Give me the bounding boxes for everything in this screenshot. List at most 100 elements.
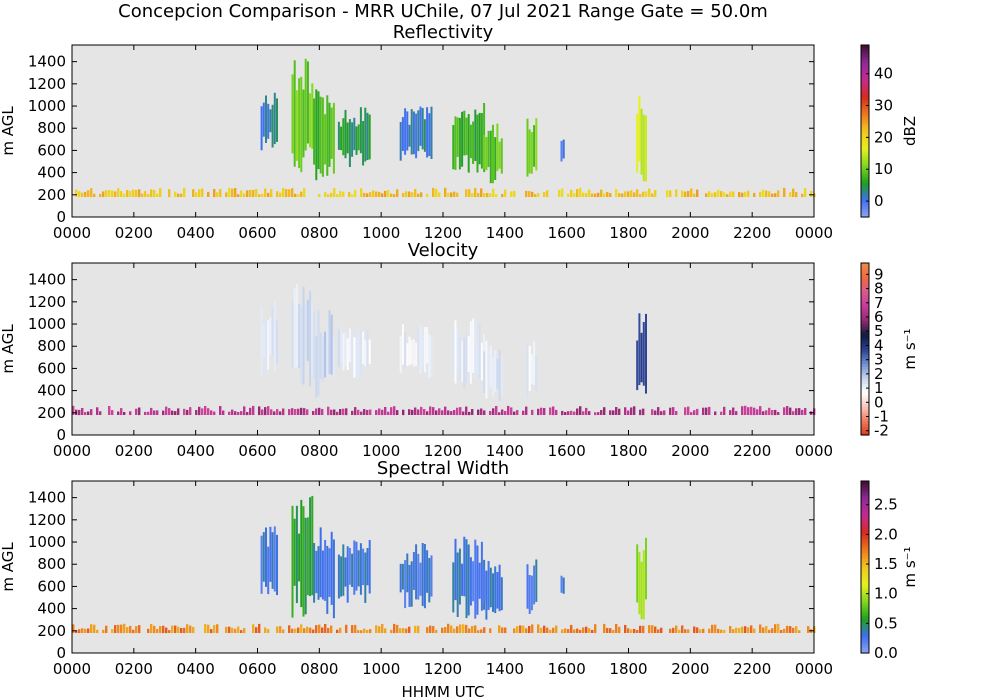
heatmap-cell — [117, 624, 120, 634]
heatmap-cell — [156, 629, 159, 633]
heatmap-cell — [702, 407, 705, 415]
colorbar-segment — [861, 265, 869, 270]
heatmap-cell — [492, 573, 494, 612]
heatmap-cell — [346, 546, 349, 603]
x-tick-label: 2200 — [733, 660, 771, 678]
heatmap-cell — [348, 192, 351, 197]
heatmap-cell — [609, 410, 612, 415]
heatmap-cell — [174, 411, 177, 415]
heatmap-cell — [573, 629, 576, 634]
heatmap-cell — [210, 410, 213, 415]
heatmap-cell — [708, 628, 711, 633]
x-tick-label: 1400 — [486, 224, 524, 242]
heatmap-cell — [216, 192, 219, 197]
colorbar-segment — [861, 73, 869, 78]
heatmap-cell — [530, 132, 533, 174]
colorbar-segment — [861, 323, 869, 327]
colorbar-segment — [861, 501, 869, 505]
heatmap-cell — [675, 189, 678, 197]
colorbar-segment — [861, 274, 869, 278]
heatmap-cell — [300, 191, 303, 197]
heatmap-cell — [258, 406, 261, 416]
x-tick-label: 0800 — [300, 224, 338, 242]
heatmap-cell — [540, 627, 543, 634]
heatmap-cell — [375, 410, 378, 415]
heatmap-cell — [693, 410, 696, 415]
colorbar-segment — [861, 188, 869, 192]
heatmap-cell — [558, 190, 561, 197]
heatmap-cell — [362, 121, 365, 166]
heatmap-cell — [753, 628, 756, 633]
heatmap-cell — [525, 628, 528, 633]
heatmap-cell — [762, 189, 765, 197]
heatmap-cell — [585, 626, 588, 633]
heatmap-cell — [489, 628, 492, 633]
heatmap-cell — [375, 625, 378, 633]
heatmap-cell — [732, 407, 735, 416]
colorbar-segment — [861, 156, 869, 161]
x-tick-label: 2200 — [733, 442, 771, 460]
heatmap-cell — [153, 410, 156, 415]
heatmap-cell — [463, 338, 466, 389]
panel-title: Velocity — [408, 240, 479, 261]
colorbar-segment — [861, 426, 869, 430]
heatmap-cell — [615, 624, 618, 633]
heatmap-cell — [141, 193, 144, 198]
heatmap-cell — [562, 139, 565, 159]
colorbar-segment — [861, 592, 869, 597]
heatmap-cell — [414, 625, 417, 633]
heatmap-cell — [461, 111, 464, 167]
heatmap-cell — [402, 409, 405, 416]
heatmap-cell — [789, 626, 792, 633]
heatmap-cell — [560, 140, 563, 162]
heatmap-cell — [99, 193, 102, 198]
heatmap-cell — [690, 188, 693, 197]
heatmap-cell — [270, 189, 273, 198]
colorbar-segment — [861, 572, 869, 577]
heatmap-cell — [333, 409, 336, 416]
heatmap-cell — [279, 411, 282, 415]
heatmap-cell — [216, 624, 219, 634]
heatmap-cell — [753, 407, 756, 416]
heatmap-cell — [168, 630, 171, 633]
y-tick-label: 200 — [37, 622, 66, 640]
heatmap-cell — [474, 318, 477, 378]
heatmap-cell — [354, 624, 357, 633]
heatmap-cell — [359, 107, 362, 154]
heatmap-cell — [138, 625, 141, 634]
heatmap-cell — [567, 411, 570, 415]
echo-feature — [291, 495, 314, 618]
colorbar-segment — [861, 128, 869, 132]
heatmap-cell — [456, 552, 459, 617]
heatmap-cell — [561, 629, 564, 633]
colorbar-segment — [861, 650, 869, 654]
heatmap-cell — [144, 191, 147, 197]
heatmap-cell — [639, 194, 642, 198]
heatmap-cell — [428, 334, 431, 378]
y-tick-label: 400 — [37, 600, 66, 618]
heatmap-cell — [483, 193, 486, 197]
x-tick-label: 1800 — [609, 224, 647, 242]
heatmap-cell — [639, 409, 642, 416]
y-tick-label: 600 — [37, 577, 66, 595]
heatmap-cell — [117, 411, 120, 415]
heatmap-cell — [684, 407, 687, 416]
heatmap-cell — [294, 409, 297, 415]
heatmap-cell — [81, 192, 84, 197]
heatmap-cell — [357, 409, 360, 415]
colorbar-tick-label: 20 — [874, 128, 893, 146]
heatmap-cell — [573, 193, 576, 197]
colorbar-segment — [861, 581, 869, 585]
heatmap-cell — [438, 408, 441, 415]
heatmap-cell — [450, 192, 453, 198]
heatmap-cell — [313, 312, 316, 379]
heatmap-cell — [528, 345, 531, 392]
heatmap-cell — [390, 193, 393, 197]
heatmap-cell — [249, 407, 252, 415]
heatmap-cell — [150, 407, 153, 415]
colorbar-segment — [861, 50, 869, 55]
heatmap-cell — [423, 119, 426, 152]
colorbar-segment — [861, 524, 869, 528]
colorbar-segment — [861, 320, 869, 324]
colorbar-segment — [861, 429, 869, 433]
